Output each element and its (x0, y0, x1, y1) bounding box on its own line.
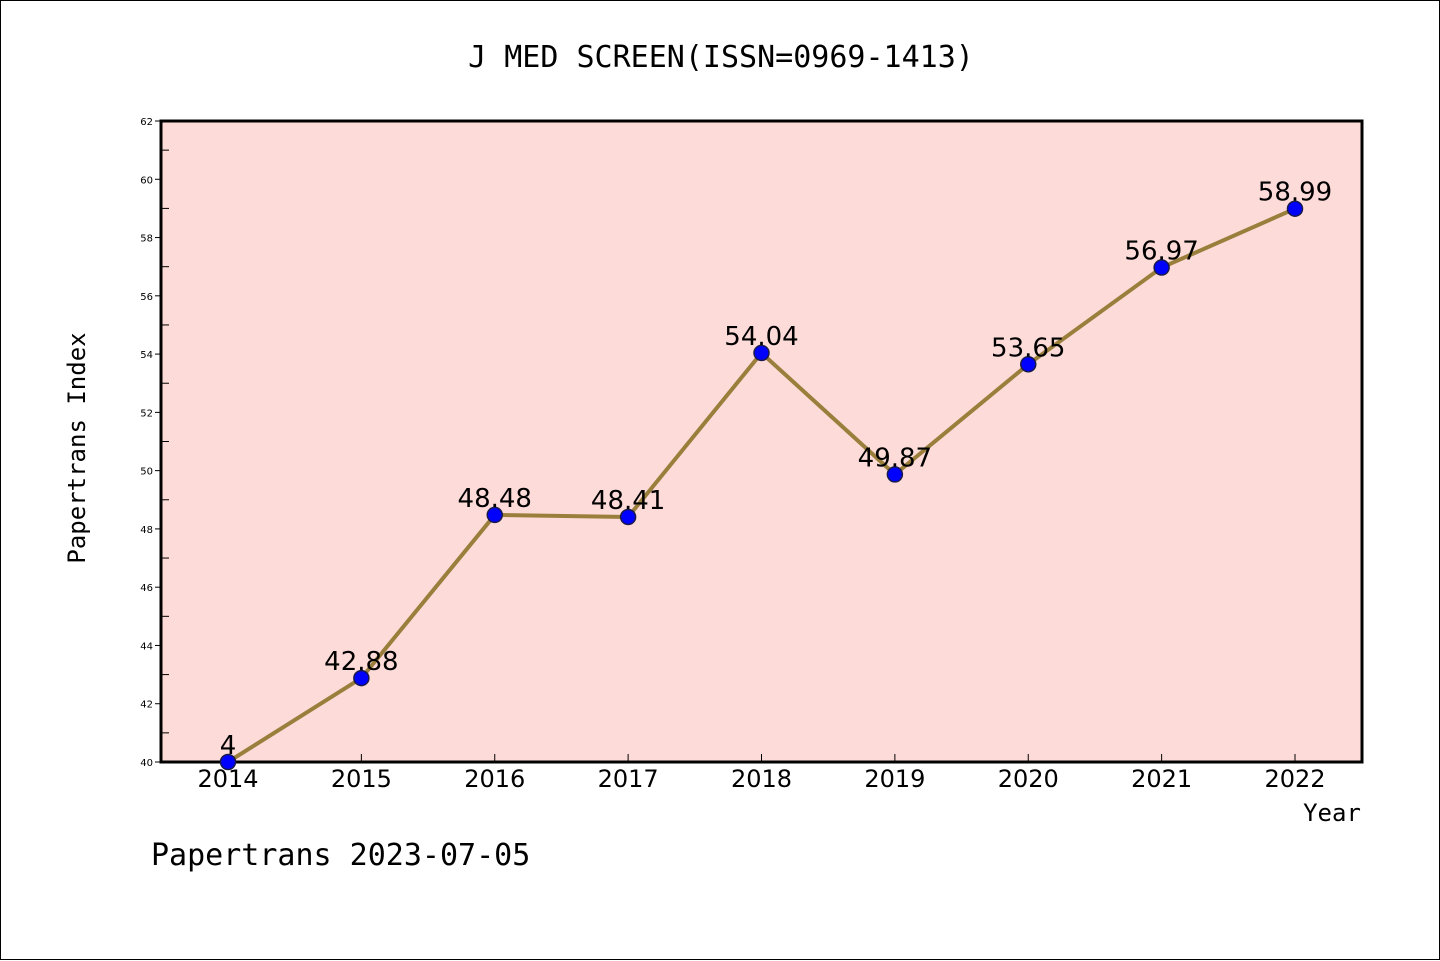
x-tick-label: 2020 (998, 765, 1059, 793)
y-tick-label: 60 (140, 175, 153, 186)
y-axis-label: Papertrans Index (63, 332, 91, 563)
data-point (353, 669, 370, 687)
y-tick-label: 58 (140, 234, 153, 245)
data-point (753, 344, 770, 362)
footer-credit: Papertrans 2023-07-05 (151, 838, 530, 873)
y-tick-label: 56 (140, 292, 153, 303)
data-label: 4 (220, 731, 237, 761)
y-tick-label: 40 (140, 758, 153, 769)
data-point (486, 506, 503, 524)
y-tick-label: 48 (140, 525, 153, 536)
data-point (1286, 200, 1304, 217)
chart-title: J MED SCREEN(ISSN=0969-1413) (468, 40, 974, 75)
data-label: 42.88 (324, 647, 398, 677)
data-label: 48.41 (591, 486, 665, 516)
x-tick-label: 2022 (1264, 765, 1325, 793)
data-points (219, 200, 1304, 771)
x-tick-label: 2015 (331, 765, 392, 793)
data-label: 48.48 (458, 484, 532, 514)
x-axis-label: Year (1303, 799, 1361, 827)
data-point (1020, 356, 1037, 373)
plot-area (159, 119, 1364, 764)
x-tick-label: 2017 (598, 765, 659, 793)
data-label: 53.65 (991, 333, 1065, 363)
x-tick-label: 2018 (731, 765, 792, 793)
data-label: 58.99 (1258, 178, 1332, 208)
x-tick-label: 2021 (1131, 765, 1192, 793)
y-axis: 40 42 44 46 48 50 52 54 56 58 60 62 (140, 117, 169, 769)
y-tick-label: 52 (140, 408, 153, 419)
y-tick-label: 50 (140, 467, 153, 478)
y-tick-label: 54 (140, 350, 153, 361)
data-point (1153, 259, 1170, 276)
data-label: 56.97 (1124, 237, 1198, 267)
y-tick-label: 62 (140, 117, 153, 128)
y-tick-label: 46 (140, 583, 153, 594)
data-point (219, 753, 237, 771)
x-tick-label: 2016 (464, 765, 525, 793)
x-tick-label: 2019 (864, 765, 925, 793)
data-labels: 4 42.88 48.48 48.41 54.04 49.87 53.65 56.97 58.9… (220, 178, 1332, 761)
y-tick-label: 42 (140, 700, 153, 711)
data-point (619, 508, 637, 526)
data-label: 49.87 (858, 443, 932, 473)
data-point (886, 466, 904, 483)
y-tick-label: 44 (140, 641, 153, 652)
data-label: 54.04 (724, 322, 798, 352)
